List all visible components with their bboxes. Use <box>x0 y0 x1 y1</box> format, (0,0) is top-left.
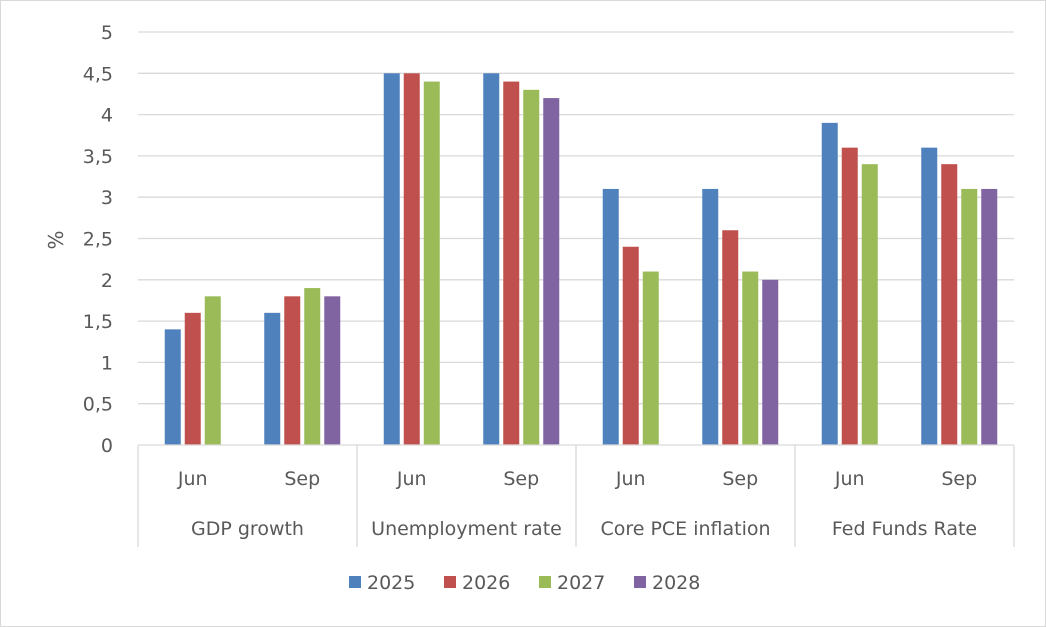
x-group-label: Core PCE inflation <box>600 518 770 540</box>
bar-2025-0 <box>164 329 181 445</box>
legend: 2025 2026 2027 2028 <box>349 572 700 594</box>
legend-label-2025: 2025 <box>367 572 415 594</box>
bar-2027-4 <box>642 271 659 445</box>
gridlines <box>138 31 1014 405</box>
x-group-label: Fed Funds Rate <box>832 518 977 540</box>
y-tick-label: 5 <box>101 22 113 44</box>
legend-swatch-2025 <box>349 576 361 588</box>
legend-label-2028: 2028 <box>652 572 700 594</box>
legend-swatch-2026 <box>444 576 456 588</box>
x-tick-label: Jun <box>177 468 208 490</box>
bar-2027-3 <box>523 89 540 445</box>
legend-label-2026: 2026 <box>462 572 510 594</box>
bar-2028-3 <box>543 98 560 445</box>
bar-2026-7 <box>941 164 958 445</box>
x-tick-label: Sep <box>284 468 320 490</box>
y-tick-label: 0 <box>101 435 113 457</box>
x-tick-label: Sep <box>722 468 758 490</box>
bar-2026-2 <box>403 73 420 446</box>
x-group-label: Unemployment rate <box>371 518 562 540</box>
bar-2028-5 <box>762 279 779 445</box>
axes <box>137 444 1015 547</box>
x-group-label: GDP growth <box>191 518 304 540</box>
y-axis-title: % <box>44 230 68 249</box>
y-tick-label: 0,5 <box>83 394 113 416</box>
bar-2027-6 <box>861 164 878 445</box>
x-tick-label: Jun <box>396 468 427 490</box>
y-tick-label: 1,5 <box>83 311 113 333</box>
x-tick-label: Jun <box>615 468 646 490</box>
x-tick-label: Jun <box>834 468 865 490</box>
bar-2026-6 <box>841 147 858 445</box>
y-tick-label: 1 <box>101 352 113 374</box>
bar-2026-1 <box>284 296 301 445</box>
bar-2025-6 <box>821 122 838 446</box>
y-tick-label: 4,5 <box>83 63 113 85</box>
y-tick-label: 2 <box>101 270 113 292</box>
x-tick-label: Sep <box>941 468 977 490</box>
axis-labels: 0 0,5 1 1,5 2 2,5 3 3,5 4 4,5 5 Jun Sep GDP growth Jun… <box>83 22 977 540</box>
legend-swatch-2027 <box>539 576 551 588</box>
bar-2027-2 <box>423 81 440 445</box>
x-tick-label: Sep <box>503 468 539 490</box>
bar-2028-7 <box>981 188 998 445</box>
legend-swatch-2028 <box>634 576 646 588</box>
y-tick-label: 3 <box>101 187 113 209</box>
bar-2025-5 <box>702 188 719 445</box>
bar-2027-0 <box>204 296 221 445</box>
bar-2025-4 <box>602 188 619 445</box>
bar-2026-3 <box>503 81 520 445</box>
bar-2027-1 <box>304 288 321 445</box>
legend-label-2027: 2027 <box>557 572 605 594</box>
bar-2026-5 <box>722 230 739 445</box>
y-tick-label: 4 <box>101 105 113 127</box>
bars <box>164 73 998 446</box>
bar-2026-4 <box>622 246 639 445</box>
y-tick-label: 3,5 <box>83 146 113 168</box>
bar-2025-2 <box>383 73 400 446</box>
bar-2025-3 <box>483 73 500 446</box>
bar-2025-1 <box>264 312 281 445</box>
bar-2026-0 <box>184 312 201 445</box>
bar-2025-7 <box>921 147 938 445</box>
bar-2027-7 <box>961 188 978 445</box>
bar-2027-5 <box>742 271 759 445</box>
bar-2028-1 <box>324 296 341 445</box>
y-tick-label: 2,5 <box>83 229 113 251</box>
